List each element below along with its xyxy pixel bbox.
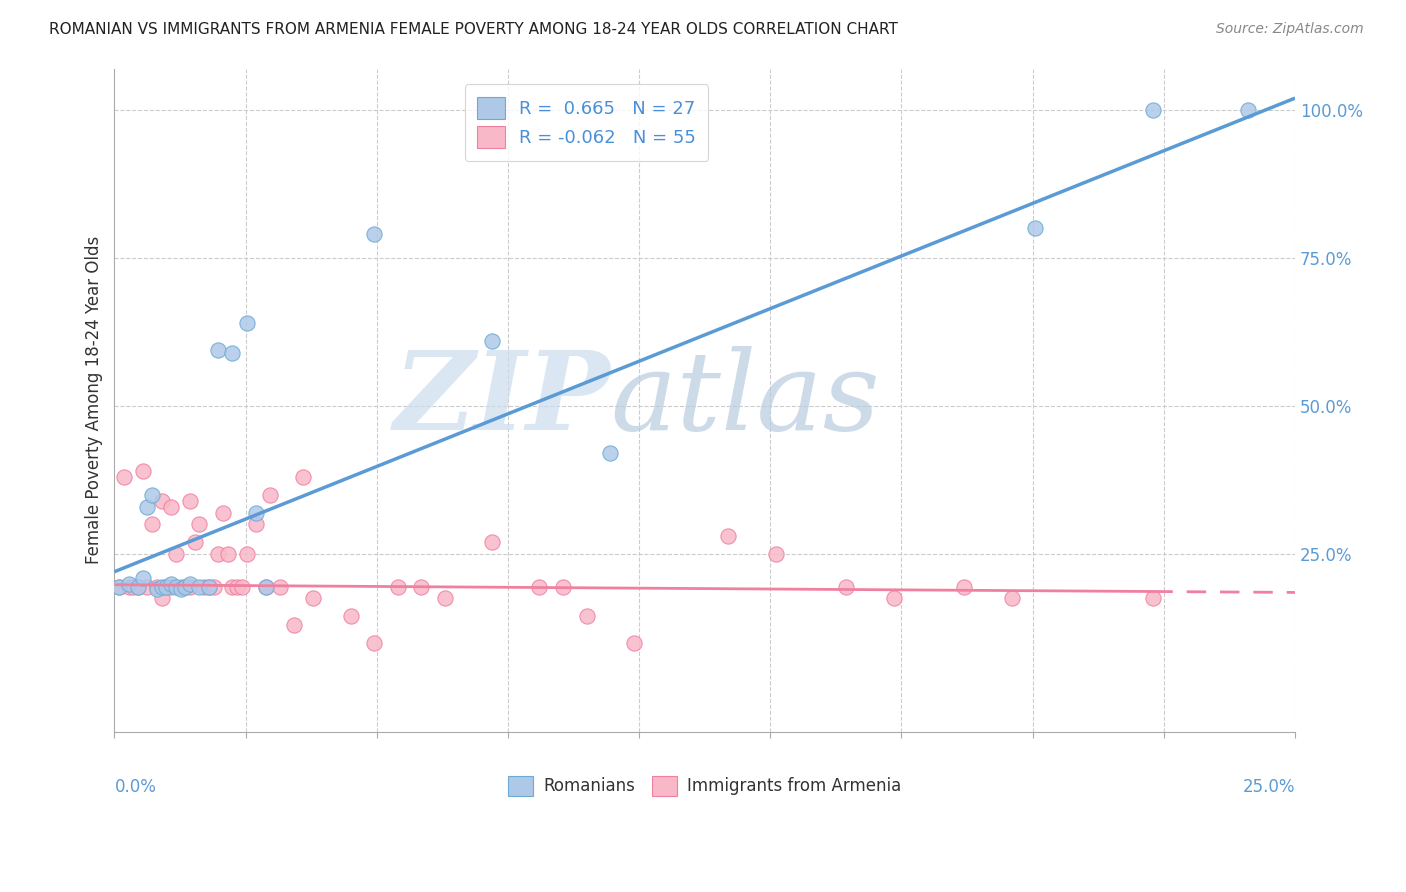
- Point: [433, 591, 456, 606]
- Point: [165, 547, 187, 561]
- Point: [339, 609, 361, 624]
- Point: [235, 316, 257, 330]
- Point: [481, 535, 503, 549]
- Point: [1236, 103, 1258, 117]
- Point: [150, 580, 173, 594]
- Point: [136, 580, 159, 594]
- Point: [481, 334, 503, 348]
- Point: [292, 470, 315, 484]
- Point: [254, 580, 277, 594]
- Point: [551, 580, 574, 594]
- Point: [254, 580, 277, 594]
- Point: [202, 580, 225, 594]
- Point: [150, 591, 173, 606]
- Point: [179, 580, 201, 594]
- Point: [1024, 221, 1046, 235]
- Point: [112, 470, 135, 484]
- Point: [259, 488, 281, 502]
- Point: [150, 493, 173, 508]
- Point: [174, 580, 197, 594]
- Point: [183, 535, 205, 549]
- Point: [146, 582, 169, 597]
- Point: [165, 580, 187, 594]
- Point: [765, 547, 787, 561]
- Text: 0.0%: 0.0%: [114, 778, 156, 796]
- Point: [198, 580, 221, 594]
- Point: [623, 636, 645, 650]
- Point: [301, 591, 323, 606]
- Point: [835, 580, 858, 594]
- Point: [188, 517, 211, 532]
- Point: [207, 547, 229, 561]
- Point: [132, 464, 155, 478]
- Point: [117, 576, 139, 591]
- Point: [141, 517, 163, 532]
- Point: [169, 580, 191, 594]
- Point: [117, 580, 139, 594]
- Point: [529, 580, 551, 594]
- Point: [127, 580, 149, 594]
- Legend: Romanians, Immigrants from Armenia: Romanians, Immigrants from Armenia: [502, 769, 908, 803]
- Point: [108, 580, 131, 594]
- Point: [160, 576, 183, 591]
- Point: [575, 609, 598, 624]
- Text: 25.0%: 25.0%: [1243, 778, 1295, 796]
- Point: [411, 580, 433, 594]
- Point: [953, 580, 976, 594]
- Point: [108, 580, 131, 594]
- Point: [198, 580, 221, 594]
- Point: [221, 580, 243, 594]
- Point: [188, 580, 211, 594]
- Point: [179, 493, 201, 508]
- Point: [1001, 591, 1024, 606]
- Point: [160, 500, 183, 514]
- Point: [207, 343, 229, 357]
- Point: [717, 529, 740, 543]
- Point: [127, 580, 149, 594]
- Point: [1142, 591, 1164, 606]
- Point: [1142, 103, 1164, 117]
- Point: [217, 547, 239, 561]
- Point: [599, 446, 621, 460]
- Point: [169, 582, 191, 597]
- Point: [132, 571, 155, 585]
- Point: [283, 618, 305, 632]
- Point: [136, 500, 159, 514]
- Point: [245, 506, 267, 520]
- Text: ROMANIAN VS IMMIGRANTS FROM ARMENIA FEMALE POVERTY AMONG 18-24 YEAR OLDS CORRELA: ROMANIAN VS IMMIGRANTS FROM ARMENIA FEMA…: [49, 22, 898, 37]
- Point: [269, 580, 291, 594]
- Point: [235, 547, 257, 561]
- Point: [387, 580, 409, 594]
- Point: [160, 580, 183, 594]
- Point: [179, 576, 201, 591]
- Point: [245, 517, 267, 532]
- Point: [174, 580, 197, 594]
- Text: ZIP: ZIP: [394, 346, 610, 454]
- Point: [363, 636, 385, 650]
- Point: [226, 580, 249, 594]
- Point: [155, 580, 177, 594]
- Point: [122, 580, 145, 594]
- Point: [363, 227, 385, 242]
- Point: [193, 580, 215, 594]
- Point: [146, 580, 169, 594]
- Text: Source: ZipAtlas.com: Source: ZipAtlas.com: [1216, 22, 1364, 37]
- Y-axis label: Female Poverty Among 18-24 Year Olds: Female Poverty Among 18-24 Year Olds: [86, 235, 103, 564]
- Text: atlas: atlas: [610, 346, 880, 454]
- Point: [155, 580, 177, 594]
- Point: [883, 591, 905, 606]
- Point: [212, 506, 235, 520]
- Point: [141, 488, 163, 502]
- Point: [221, 345, 243, 359]
- Point: [231, 580, 253, 594]
